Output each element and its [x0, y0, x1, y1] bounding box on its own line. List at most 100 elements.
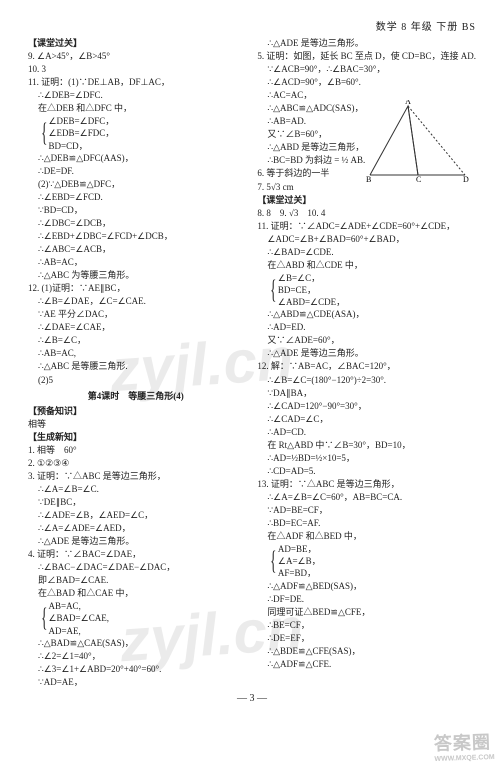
- line: ∴AD=ED.: [257, 321, 476, 334]
- line: ∵∠ACB=90°，∴∠BAC=30°，: [257, 63, 476, 76]
- line: ∴∠DEB=∠DFC.: [28, 89, 243, 102]
- brace-group: { AD=BE， ∠A=∠B， AF=BD，: [257, 543, 476, 579]
- svg-text:A: A: [405, 100, 411, 106]
- line: 即∠BAD=∠CAE.: [28, 574, 243, 587]
- line: ∴∠ACD=90°，∠B=60°.: [257, 76, 476, 89]
- line: ∴∠B=∠C，: [28, 334, 243, 347]
- line: ∴∠EBD+∠DBC=∠FCD+∠DCB，: [28, 230, 243, 243]
- brace-line: AD=BE，: [278, 543, 321, 555]
- line: ∴∠CAD=∠C，: [257, 413, 476, 426]
- line: ∴∠DAE=∠CAE，: [28, 321, 243, 334]
- brace-line: AD=AE,: [48, 625, 108, 637]
- section-heading: 【课堂过关】: [28, 37, 243, 50]
- brace-line: BD=CD，: [48, 140, 114, 152]
- line: (2)∵△DEB≌△DFC，: [28, 178, 243, 191]
- line: ∵AD=AE，: [28, 676, 243, 689]
- line: 2. ①②③④: [28, 457, 243, 470]
- line: 同理可证△BED≌△CFE，: [257, 606, 476, 619]
- line: ∵AE 平分∠DAC，: [28, 308, 243, 321]
- line: ∴△BAD≌△CAE(SAS)，: [28, 637, 243, 650]
- page-number: — 3 —: [28, 693, 476, 704]
- brace-line: ∠DEB=∠DFC，: [48, 115, 114, 127]
- line: ∴∠A=∠B=∠C=60°，AB=BC=CA.: [257, 491, 476, 504]
- line: ∴△ADF≌△BED(SAS)，: [257, 580, 476, 593]
- page-header: 数学 8 年级 下册 BS: [28, 18, 476, 33]
- triangle-diagram: A B C D: [360, 100, 470, 185]
- line: ∵DE∥BC，: [28, 496, 243, 509]
- line: 11. 证明：(1)∵DE⊥AB，DF⊥AC，: [28, 76, 243, 89]
- section-heading: 【预备知识】: [28, 405, 243, 418]
- line: ∴△ABD≌△CDE(ASA)，: [257, 308, 476, 321]
- line: ∴AB=AC,: [28, 347, 243, 360]
- line: 11. 证明：∵∠ADC=∠ADE+∠CDE=60°+∠CDE，: [257, 220, 476, 233]
- line: ∴∠A=∠B=∠C.: [28, 483, 243, 496]
- line: ∴∠3=∠1+∠ABD=20°+40°=60°.: [28, 663, 243, 676]
- line: ∴△ADF≌△CFE.: [257, 658, 476, 671]
- line: ∠ADC=∠B+∠BAD=60°+∠BAD，: [257, 233, 476, 246]
- line: ∴∠BAC−∠DAC=∠DAE−∠DAC，: [28, 561, 243, 574]
- line: ∴AD=CD.: [257, 426, 476, 439]
- line: ∴DF=DE.: [257, 593, 476, 606]
- line: 在△ADF 和△BED 中，: [257, 530, 476, 543]
- brace-line: ∠BAD=∠CAE,: [48, 612, 108, 624]
- line: 在△DEB 和△DFC 中，: [28, 102, 243, 115]
- brace-line: AF=BD，: [278, 567, 321, 579]
- line: ∴∠2=∠1=40°，: [28, 650, 243, 663]
- line: ∴△ABC 为等腰三角形。: [28, 269, 243, 282]
- line: ∴△ADE 是等边三角形。: [257, 347, 476, 360]
- stamp-logo: 答案圈WWW.MXQE.COM: [433, 728, 494, 763]
- line: 5. 证明：如图，延长 BC 至点 D，使 CD=BC，连接 AD.: [257, 50, 476, 63]
- svg-text:C: C: [416, 175, 421, 184]
- line: ∴△ADE 是等边三角形。: [257, 37, 476, 50]
- brace-icon: {: [271, 552, 277, 570]
- line: ∴∠ABC=∠ACB，: [28, 243, 243, 256]
- brace-group: { AB=AC, ∠BAD=∠CAE, AD=AE,: [28, 600, 243, 636]
- line: 8. 8 9. √3 10. 4: [257, 207, 476, 220]
- line: ∴CD=AD=5.: [257, 465, 476, 478]
- line: 12. 解：∵AB=AC，∠BAC=120°，: [257, 360, 476, 373]
- lesson-title: 第4课时 等腰三角形(4): [28, 390, 243, 403]
- line: 在△ABD 和△CDE 中，: [257, 259, 476, 272]
- line: ∴BD=EC=AF.: [257, 517, 476, 530]
- line: ∴∠ADE=∠B，∠AED=∠C，: [28, 509, 243, 522]
- brace-icon: {: [41, 124, 47, 142]
- line: ∴DE=DF.: [28, 165, 243, 178]
- line: ∴∠CAD=120°−90°=30°，: [257, 400, 476, 413]
- section-heading: 【生成新知】: [28, 431, 243, 444]
- svg-text:B: B: [366, 175, 371, 184]
- line: ∴△BDE≌△CFE(SAS)，: [257, 645, 476, 658]
- line: 4. 证明：∵∠BAC=∠DAE，: [28, 548, 243, 561]
- brace-group: { ∠DEB=∠DFC， ∠EDB=∠FDC， BD=CD，: [28, 115, 243, 151]
- line: ∴BE=CF，: [257, 619, 476, 632]
- line: ∴△ADE 是等边三角形。: [28, 535, 243, 548]
- line: ∴AD=½BD=½×10=5，: [257, 452, 476, 465]
- brace-icon: {: [271, 281, 277, 299]
- line: 10. 3: [28, 63, 243, 76]
- line: ∴△DEB≌△DFC(AAS)，: [28, 152, 243, 165]
- line: ∵BD=CD，: [28, 204, 243, 217]
- line: 12. (1)证明：∵AE∥BC，: [28, 282, 243, 295]
- line: 在 Rt△ABD 中∵∠B=30°，BD=10，: [257, 439, 476, 452]
- line: ∴∠B=∠C=(180°−120°)÷2=30°.: [257, 374, 476, 387]
- svg-text:D: D: [463, 175, 469, 184]
- brace-line: AB=AC,: [48, 600, 108, 612]
- line: 13. 证明：∵△ABC 是等边三角形，: [257, 478, 476, 491]
- line: ∴AB=AC，: [28, 256, 243, 269]
- section-heading: 【课堂过关】: [257, 194, 476, 207]
- line: 相等: [28, 418, 243, 431]
- line: ∴∠B=∠DAE，∠C=∠CAE.: [28, 295, 243, 308]
- brace-line: ∠B=∠C，: [278, 272, 345, 284]
- line: 在△BAD 和△CAE 中，: [28, 587, 243, 600]
- brace-group: { ∠B=∠C， BD=CE， ∠ABD=∠CDE，: [257, 272, 476, 308]
- brace-line: ∠A=∠B，: [278, 555, 321, 567]
- line: ∴∠A=∠ADE=∠AED，: [28, 522, 243, 535]
- brace-line: ∠EDB=∠FDC，: [48, 127, 114, 139]
- brace-line: BD=CE，: [278, 284, 345, 296]
- line: ∵AD=BE=CF，: [257, 504, 476, 517]
- line: 又∵∠ADE=60°，: [257, 334, 476, 347]
- line: 9. ∠A>45°，∠B>45°: [28, 50, 243, 63]
- line: ∴∠EBD=∠FCD.: [28, 191, 243, 204]
- line: (2)5: [28, 374, 243, 387]
- line: ∴△ABC 是等腰三角形.: [28, 360, 243, 373]
- brace-line: ∠ABD=∠CDE，: [278, 296, 345, 308]
